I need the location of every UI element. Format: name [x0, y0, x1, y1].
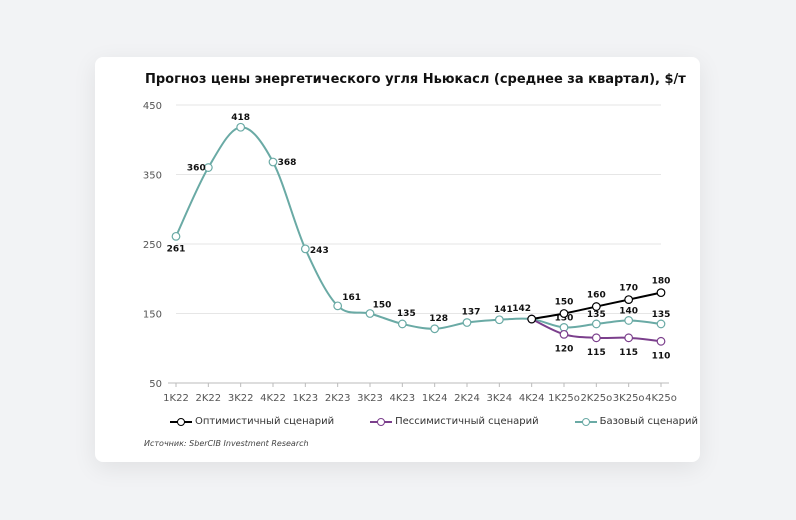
data-point [527, 314, 537, 324]
legend: Оптимистичный сценарий Пессимистичный сц… [170, 416, 698, 427]
data-point [494, 315, 504, 325]
y-tick-label: 50 [149, 379, 162, 390]
data-label: 135 [587, 310, 606, 320]
data-label: 141 [494, 305, 513, 315]
legend-item-optimistic: Оптимистичный сценарий [170, 416, 334, 427]
data-label: 135 [397, 309, 416, 319]
data-point [268, 157, 278, 167]
x-tick-label: 3K23 [357, 393, 383, 404]
x-tick-label: 4K24 [519, 393, 545, 404]
y-tick-label: 450 [143, 101, 162, 112]
x-tick-label: 1K25o [548, 393, 580, 404]
data-point [365, 309, 375, 318]
series-line [175, 126, 662, 330]
data-point [624, 295, 634, 305]
data-label: 115 [587, 348, 606, 358]
data-point [203, 163, 213, 172]
data-point [559, 309, 569, 318]
data-point [656, 288, 666, 298]
data-label: 128 [429, 314, 448, 324]
data-point [171, 231, 181, 241]
data-label: 418 [231, 113, 250, 123]
data-point [559, 329, 569, 339]
data-label: 360 [187, 164, 206, 174]
legend-item-pessimistic: Пессимистичный сценарий [370, 416, 539, 427]
data-label: 160 [587, 291, 606, 301]
data-point [656, 336, 666, 346]
data-point [624, 316, 634, 325]
data-point [591, 333, 601, 343]
source-note: Источник: SberCIB Investment Research [144, 439, 309, 448]
data-label: 120 [555, 344, 574, 354]
data-point [656, 319, 666, 329]
data-label: 150 [373, 301, 392, 311]
y-tick-label: 350 [143, 171, 162, 182]
data-label: 110 [652, 351, 671, 361]
data-label: 150 [555, 298, 574, 308]
data-label: 137 [462, 308, 481, 318]
legend-item-base: Базовый сценарий [574, 416, 698, 427]
data-label: 243 [310, 246, 329, 256]
x-tick-label: 1K23 [293, 393, 319, 404]
chart-title: Прогноз цены энергетического угля Ньюкас… [145, 72, 686, 87]
chart-card [95, 57, 700, 462]
data-label: 115 [619, 348, 638, 358]
data-label: 135 [652, 310, 671, 320]
x-tick-label: 1K22 [163, 393, 189, 404]
x-tick-label: 3K24 [487, 393, 513, 404]
data-point [236, 122, 246, 132]
legend-label: Пессимистичный сценарий [395, 416, 539, 427]
x-tick-label: 2K22 [196, 393, 222, 404]
data-label: 130 [555, 313, 574, 323]
x-tick-label: 3K22 [228, 393, 254, 404]
data-label: 161 [342, 293, 361, 303]
data-point [591, 319, 601, 329]
legend-label: Оптимистичный сценарий [195, 416, 335, 427]
data-label: 368 [278, 158, 297, 168]
data-point [624, 333, 634, 343]
data-point [430, 324, 440, 334]
data-label: 261 [167, 244, 186, 254]
y-tick-label: 250 [143, 240, 162, 251]
x-tick-label: 2K24 [454, 393, 480, 404]
x-tick-label: 4K23 [390, 393, 416, 404]
legend-label: Базовый сценарий [599, 416, 698, 427]
x-tick-label: 3K25o [613, 393, 645, 404]
data-point [397, 319, 407, 329]
data-point [462, 318, 472, 327]
x-tick-label: 2K23 [325, 393, 351, 404]
data-label: 140 [619, 306, 638, 316]
data-point [591, 302, 601, 311]
y-tick-label: 150 [143, 310, 162, 321]
data-label: 142 [512, 304, 531, 314]
x-tick-label: 2K25o [580, 393, 612, 404]
x-tick-label: 1K24 [422, 393, 448, 404]
x-tick-label: 4K22 [260, 393, 286, 404]
data-label: 180 [652, 277, 671, 287]
data-point [300, 244, 310, 254]
x-tick-label: 4K25o [645, 393, 677, 404]
data-label: 170 [619, 284, 638, 294]
data-point [333, 301, 343, 311]
